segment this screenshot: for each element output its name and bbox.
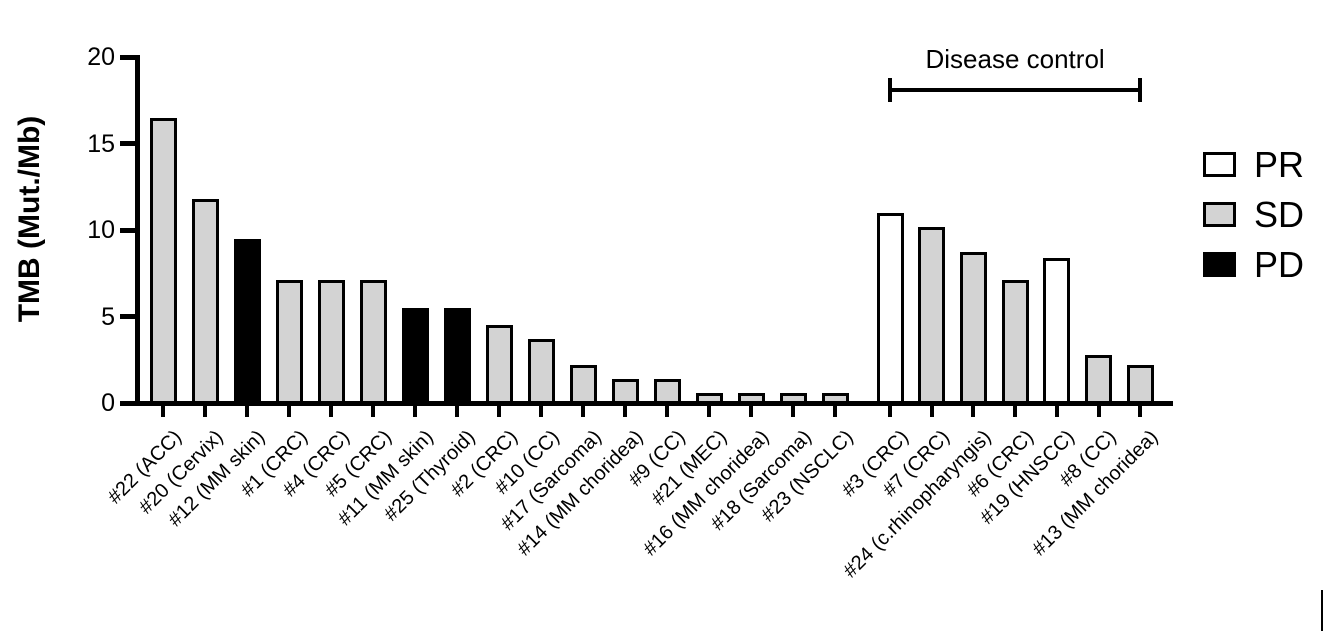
bracket-left-end (888, 78, 892, 102)
bar (695, 392, 723, 404)
x-tick (833, 406, 837, 417)
x-tick (929, 406, 934, 417)
bar (191, 198, 219, 404)
y-tick-label: 10 (87, 216, 115, 244)
sd-swatch-icon (1203, 202, 1236, 227)
x-tick (245, 406, 249, 417)
x-tick (203, 406, 207, 417)
legend: PR SD PD (1203, 146, 1304, 283)
x-tick (665, 406, 669, 417)
y-tick-label: 5 (101, 302, 115, 331)
x-tick (1096, 406, 1101, 417)
legend-label-pd: PD (1254, 244, 1305, 285)
bar (876, 212, 904, 404)
y-tick (120, 400, 136, 406)
bar (1085, 354, 1112, 404)
x-tick (888, 406, 892, 417)
x-tick (971, 406, 976, 417)
bar (443, 307, 471, 404)
bracket-right-end (1138, 78, 1143, 102)
bar (959, 252, 987, 404)
disease-control-label: Disease control (925, 44, 1105, 74)
bar (233, 238, 261, 404)
x-tick (455, 406, 459, 417)
bar (317, 280, 345, 404)
stray-vertical-line (1321, 590, 1323, 631)
bar (737, 392, 765, 404)
legend-label-sd: SD (1254, 194, 1305, 235)
bar (821, 392, 849, 404)
x-tick (791, 406, 795, 417)
bar (485, 325, 513, 404)
bar (918, 226, 946, 404)
x-tick (497, 406, 501, 417)
bar (275, 280, 303, 404)
bar (1001, 280, 1029, 404)
x-tick (329, 406, 333, 417)
x-tick (1138, 406, 1143, 417)
y-tick (120, 227, 136, 233)
x-tick (1013, 406, 1018, 417)
bar (1043, 257, 1071, 404)
y-tick (120, 54, 136, 60)
x-tick (161, 406, 165, 417)
y-tick (120, 314, 136, 319)
bar (1126, 364, 1154, 404)
pr-swatch-icon (1203, 152, 1236, 177)
pd-swatch-icon (1203, 252, 1236, 277)
x-tick (371, 406, 375, 417)
x-tick (581, 406, 585, 417)
y-axis-line (135, 55, 140, 406)
bar (611, 378, 639, 404)
bar (653, 378, 681, 404)
legend-row-pd: PD (1203, 246, 1304, 283)
bracket-line (888, 88, 1143, 92)
x-tick (749, 406, 753, 417)
y-tick-label: 15 (87, 129, 115, 158)
y-tick-label: 20 (87, 43, 115, 71)
legend-row-sd: SD (1203, 196, 1304, 233)
bar (569, 364, 597, 404)
bar (401, 307, 429, 404)
x-tick (413, 406, 417, 417)
x-tick (287, 406, 291, 417)
legend-label-pr: PR (1254, 144, 1305, 185)
x-tick (707, 406, 711, 417)
legend-row-pr: PR (1203, 146, 1304, 183)
bar (779, 392, 807, 404)
bar (527, 338, 555, 404)
x-tick (623, 406, 627, 417)
y-tick-label: 0 (101, 389, 115, 417)
x-tick (539, 406, 543, 417)
bar (359, 280, 387, 404)
bar (149, 117, 177, 404)
y-tick (120, 141, 136, 146)
x-tick (1054, 406, 1059, 417)
